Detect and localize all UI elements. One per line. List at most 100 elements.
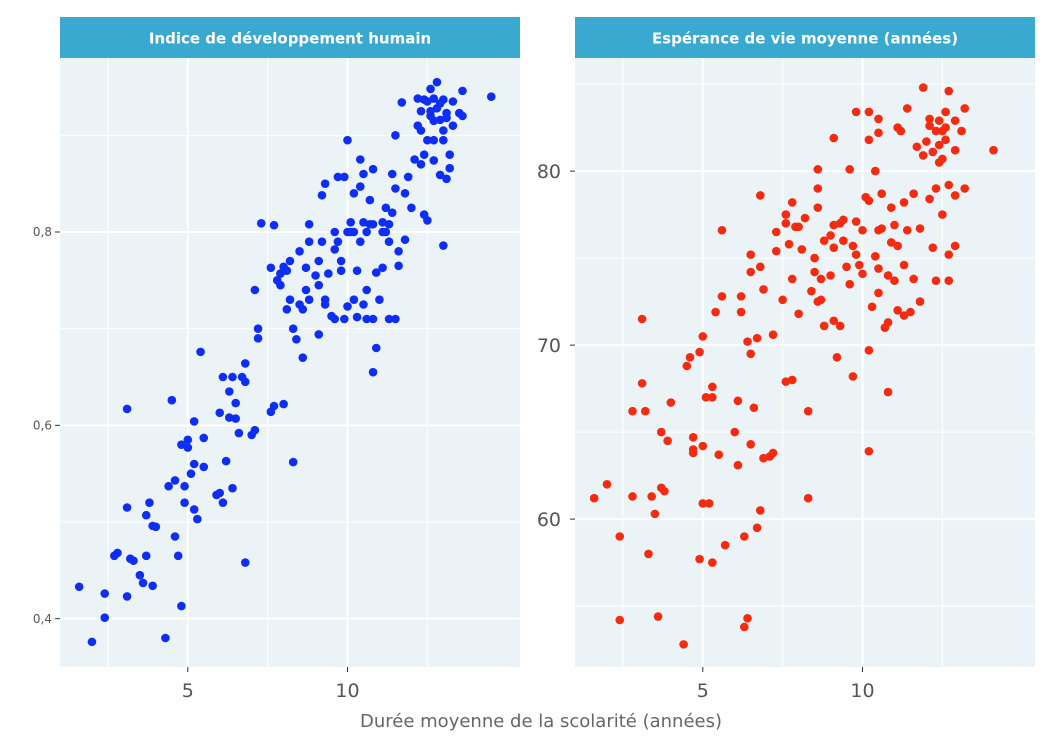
scatter-point: [826, 271, 835, 280]
scatter-point: [628, 406, 637, 416]
scatter-point: [394, 247, 403, 256]
scatter-point: [899, 311, 909, 320]
scatter-point: [874, 288, 883, 298]
scatter-point: [637, 379, 647, 388]
scatter-point: [423, 135, 432, 145]
scatter-point: [845, 165, 855, 174]
scatter-point: [794, 309, 803, 319]
panel-hdi: Indice de développement humain 5 10 0,4 0,6 0…: [33, 17, 520, 702]
scatter-point: [368, 164, 378, 174]
scatter-point: [829, 316, 839, 326]
scatter-point: [221, 456, 231, 466]
scatter-point: [215, 408, 225, 418]
scatter-point: [928, 243, 938, 252]
scatter-point: [384, 314, 394, 324]
scatter-point: [589, 493, 599, 503]
scatter-point: [340, 314, 349, 324]
scatter-point: [771, 246, 781, 256]
scatter-point: [381, 203, 391, 213]
scatter-point: [893, 306, 902, 315]
scatter-point: [602, 480, 612, 489]
scatter-point: [960, 104, 970, 113]
scatter-point: [138, 578, 148, 588]
scatter-point: [445, 150, 455, 159]
scatter-point: [794, 222, 803, 232]
scatter-point: [378, 263, 387, 273]
scatter-point: [129, 556, 138, 565]
scatter-point: [749, 403, 759, 413]
scatter-point: [173, 551, 183, 561]
scatter-point: [225, 413, 234, 422]
scatter-point: [874, 128, 883, 138]
scatter-point: [733, 460, 743, 470]
scatter-point: [343, 135, 352, 145]
scatter-point: [730, 427, 740, 437]
scatter-point: [391, 314, 400, 324]
scatter-point: [989, 145, 998, 155]
scatter-point: [141, 510, 151, 520]
scatter-point: [851, 107, 861, 117]
scatter-point: [435, 170, 445, 180]
scatter-point: [253, 324, 263, 333]
scatter-point: [416, 106, 426, 116]
scatter-point: [858, 269, 867, 279]
scatter-point: [141, 551, 151, 561]
scatter-point: [276, 269, 285, 278]
panel-strip: [575, 17, 1035, 58]
scatter-point: [375, 295, 384, 304]
scatter-point: [333, 172, 343, 182]
scatter-point: [304, 219, 314, 229]
scatter-point: [755, 262, 765, 272]
scatter-point: [362, 314, 371, 324]
scatter-point: [759, 285, 768, 294]
scatter-point: [848, 241, 858, 251]
scatter-point: [394, 261, 403, 271]
scatter-point: [915, 297, 925, 306]
scatter-point: [368, 367, 378, 377]
scatter-point: [918, 83, 928, 92]
scatter-point: [941, 135, 950, 145]
scatter-point: [269, 401, 279, 411]
scatter-point: [371, 343, 381, 353]
scatter-point: [695, 554, 704, 564]
scatter-point: [810, 253, 819, 263]
scatter-point: [170, 532, 180, 541]
scatter-point: [371, 268, 381, 277]
scatter-point: [839, 236, 848, 245]
scatter-point: [909, 274, 918, 284]
scatter-point: [701, 393, 711, 402]
scatter-point: [755, 191, 765, 200]
panel-life-expectancy: Espérance de vie moyenne (années) 5 10 60 70…: [537, 17, 1035, 702]
scatter-point: [429, 135, 439, 145]
x-tick-label: 5: [697, 680, 709, 702]
scatter-point: [736, 307, 746, 317]
scatter-point: [666, 398, 676, 407]
scatter-point: [755, 506, 765, 515]
scatter-point: [320, 295, 330, 304]
scatter-point: [400, 235, 410, 245]
scatter-point: [288, 457, 298, 467]
scatter-point: [196, 347, 205, 357]
scatter-point: [359, 300, 368, 309]
scatter-point: [355, 155, 365, 164]
scatter-point: [458, 86, 467, 96]
y-tick-label: 0,4: [33, 612, 52, 626]
scatter-point: [486, 92, 496, 101]
scatter-point: [330, 227, 340, 237]
scatter-point: [145, 498, 154, 507]
scatter-point: [656, 427, 666, 437]
scatter-point: [864, 107, 874, 117]
scatter-point: [941, 107, 950, 117]
scatter-point: [784, 239, 794, 249]
scatter-point: [429, 116, 439, 126]
scatter-point: [950, 241, 960, 251]
scatter-point: [688, 433, 698, 442]
scatter-point: [403, 172, 413, 182]
scatter-point: [448, 121, 458, 130]
scatter-point: [343, 302, 352, 311]
scatter-point: [640, 406, 650, 416]
scatter-point: [746, 439, 755, 449]
scatter-point: [663, 436, 672, 446]
scatter-point: [778, 295, 787, 305]
scatter-point: [708, 382, 717, 392]
